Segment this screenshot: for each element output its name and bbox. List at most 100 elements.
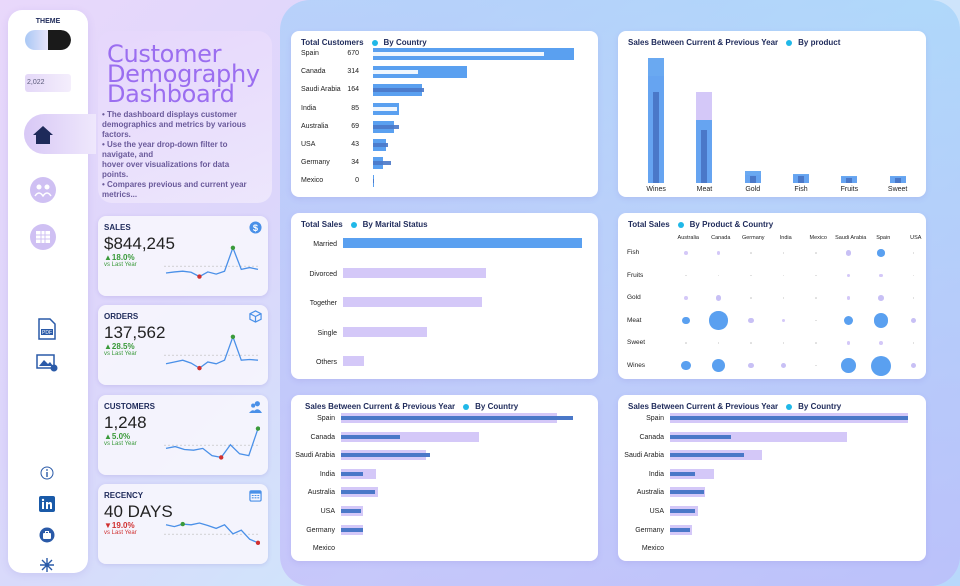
bubble[interactable] [750,342,752,344]
bubble[interactable] [877,249,885,257]
bar-current[interactable] [341,490,376,495]
bubble[interactable] [782,252,785,254]
bar-current[interactable] [670,471,695,476]
bubble[interactable] [712,359,725,372]
bubble[interactable] [912,274,915,277]
bar-current[interactable] [341,416,574,420]
bubble[interactable] [912,342,915,344]
marital-bar[interactable] [343,238,583,248]
bubble[interactable] [879,273,883,278]
table-icon[interactable] [28,222,58,252]
bubble[interactable] [878,295,884,301]
bar-previous[interactable] [373,161,391,166]
bubble[interactable] [912,252,915,254]
marital-bar[interactable] [343,326,427,337]
bar-previous[interactable] [373,106,397,111]
bubble[interactable] [815,319,817,322]
bubble[interactable] [846,341,851,345]
bubble[interactable] [815,364,817,367]
bubble[interactable] [748,362,754,369]
bubble[interactable] [873,313,889,328]
bubble[interactable] [879,341,883,345]
bubble[interactable] [846,296,851,300]
bar-current[interactable] [341,509,361,513]
bubble[interactable] [685,274,687,277]
bar-previous[interactable] [373,52,544,56]
bubble[interactable] [750,252,752,254]
home-icon[interactable] [28,120,58,150]
briefcase-icon[interactable] [32,520,62,550]
bar-current[interactable] [670,509,695,513]
bubble[interactable] [684,251,688,255]
bar-current[interactable] [670,416,909,420]
marital-bar[interactable] [343,297,482,307]
bar-current[interactable] [341,434,400,439]
bubble[interactable] [750,274,752,277]
bar-current[interactable] [670,490,705,495]
bubble[interactable] [782,297,785,299]
bar-current[interactable] [341,527,363,532]
bubble[interactable] [843,315,854,326]
bubble[interactable] [684,296,688,300]
network-icon[interactable] [32,550,62,580]
customer-count: 69 [351,122,359,130]
marital-bar[interactable] [343,267,486,278]
bubble[interactable] [781,318,786,323]
bubble[interactable] [717,342,720,344]
kpi-value: 137,562 [104,323,166,342]
bubble[interactable] [845,250,852,256]
bar-previous[interactable] [373,70,418,75]
bar-current[interactable] [670,453,744,458]
bubble[interactable] [815,297,817,299]
pdf-icon[interactable]: PDF [32,314,62,344]
bar-current[interactable] [341,471,363,476]
bubble[interactable] [748,317,754,324]
bubble[interactable] [682,316,690,325]
bubble[interactable] [815,342,817,344]
kpi-sparkline [164,521,260,545]
bar-previous[interactable] [373,124,399,129]
country-label: India [648,470,664,478]
bar-overlap [749,176,756,183]
image-export-icon[interactable] [32,348,62,378]
bar-previous[interactable] [341,431,479,442]
bar-current[interactable] [670,434,731,439]
year-dropdown[interactable]: 2,022 [25,74,71,92]
theme-toggle[interactable] [25,30,71,50]
bubble[interactable] [716,251,721,255]
bubble[interactable] [709,311,728,330]
bubble[interactable] [841,358,856,373]
bar-previous[interactable] [670,431,848,442]
people-icon[interactable] [28,175,58,205]
bubble[interactable] [782,274,785,277]
bubble[interactable] [782,342,785,344]
bar-current[interactable] [341,453,430,458]
country-label: USA [649,508,664,515]
bubble[interactable] [715,295,722,301]
marital-bar[interactable] [343,356,365,366]
bubble[interactable] [912,297,915,299]
bubble[interactable] [780,362,787,369]
sparkline-path [165,428,259,459]
bubble[interactable] [910,362,917,369]
kpi-vs-label: vs Last Year [104,530,137,536]
bar-previous[interactable] [373,179,374,184]
bar-previous[interactable] [373,143,388,147]
bar-previous[interactable] [373,88,424,93]
bubble[interactable] [685,342,687,344]
bubble[interactable] [681,360,691,371]
bubble[interactable] [815,252,817,254]
bubble[interactable] [717,274,720,277]
bar-current[interactable] [670,527,690,532]
bubble[interactable] [750,297,752,299]
linkedin-icon[interactable] [32,489,62,519]
info-icon[interactable] [32,458,62,488]
sales-by-country-card-1: Sales Between Current & Previous Year By … [291,395,598,561]
country-label: Canada [301,68,326,76]
bubble[interactable] [871,355,891,376]
bubble[interactable] [910,317,917,324]
bubble[interactable] [846,273,851,278]
sparkline-max-point [230,334,236,339]
bubble[interactable] [815,274,817,277]
bar-current[interactable] [373,66,468,79]
